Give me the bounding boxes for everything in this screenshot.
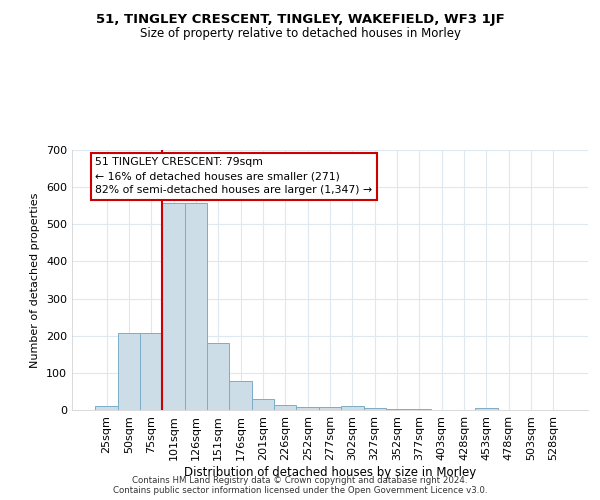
Text: Size of property relative to detached houses in Morley: Size of property relative to detached ho… (139, 28, 461, 40)
Bar (229, 380, 252, 410)
Bar (95, 406, 118, 410)
Bar (252, 399, 274, 410)
Text: 51 TINGLEY CRESCENT: 79sqm
← 16% of detached houses are smaller (271)
82% of sem: 51 TINGLEY CRESCENT: 79sqm ← 16% of deta… (95, 158, 373, 196)
Bar (118, 334, 140, 410)
Bar (185, 202, 207, 410)
Bar (364, 408, 386, 410)
Bar (207, 343, 229, 410)
Text: Contains public sector information licensed under the Open Government Licence v3: Contains public sector information licen… (113, 486, 487, 495)
Bar (319, 407, 341, 410)
Text: Contains HM Land Registry data © Crown copyright and database right 2024.: Contains HM Land Registry data © Crown c… (132, 476, 468, 485)
X-axis label: Distribution of detached houses by size in Morley: Distribution of detached houses by size … (184, 466, 476, 478)
Text: 51, TINGLEY CRESCENT, TINGLEY, WAKEFIELD, WF3 1JF: 51, TINGLEY CRESCENT, TINGLEY, WAKEFIELD… (95, 12, 505, 26)
Bar (140, 332, 163, 410)
Bar (475, 408, 497, 410)
Y-axis label: Number of detached properties: Number of detached properties (31, 192, 40, 368)
Bar (341, 406, 364, 410)
Bar (386, 408, 408, 410)
Bar (296, 407, 319, 410)
Bar (408, 408, 431, 410)
Bar (274, 405, 296, 410)
Bar (163, 204, 185, 410)
